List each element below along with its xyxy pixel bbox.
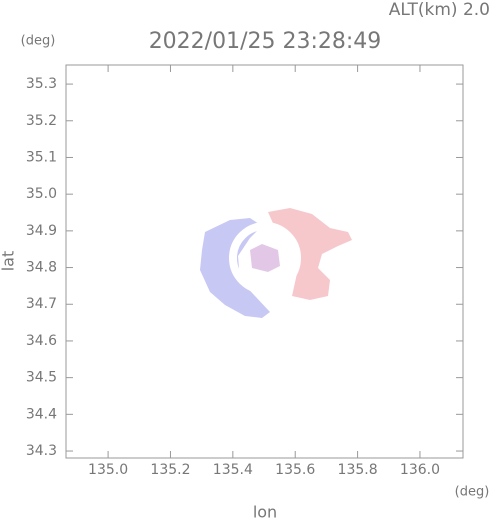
y-tick-label: 34.7 [26, 296, 57, 312]
echo-ring [229, 222, 301, 294]
y-tick-label: 35.3 [26, 76, 57, 92]
y-tick-label: 35.0 [26, 186, 57, 202]
chart-title: 2022/01/25 23:28:49 [149, 29, 382, 54]
y-tick-label: 34.5 [26, 370, 57, 386]
x-tick-label: 135.2 [150, 462, 190, 478]
y-tick-label: 35.2 [26, 113, 57, 129]
x-tick-label: 135.8 [338, 462, 378, 478]
x-tick-label: 136.0 [400, 462, 440, 478]
y-tick-label: 34.4 [26, 406, 57, 422]
radar-echo [200, 208, 352, 318]
x-axis-label: lon [253, 503, 277, 521]
y-tick-label: 34.8 [26, 260, 57, 276]
y-tick-label: 34.3 [26, 443, 57, 459]
subtitle: ALT(km) 2.0 [389, 0, 490, 20]
x-unit: (deg) [455, 485, 490, 500]
x-tick-label: 135.6 [275, 462, 315, 478]
y-tick-label: 34.9 [26, 223, 57, 239]
plot-frame [65, 64, 464, 459]
echo-core [250, 244, 280, 272]
y-axis-label: lat [0, 251, 18, 272]
x-tick-label: 135.0 [88, 462, 128, 478]
y-unit: (deg) [21, 34, 56, 49]
y-tick-label: 34.6 [26, 333, 57, 349]
receding-echo [268, 208, 352, 300]
x-tick-label: 135.4 [213, 462, 253, 478]
y-tick-label: 35.1 [26, 149, 57, 165]
